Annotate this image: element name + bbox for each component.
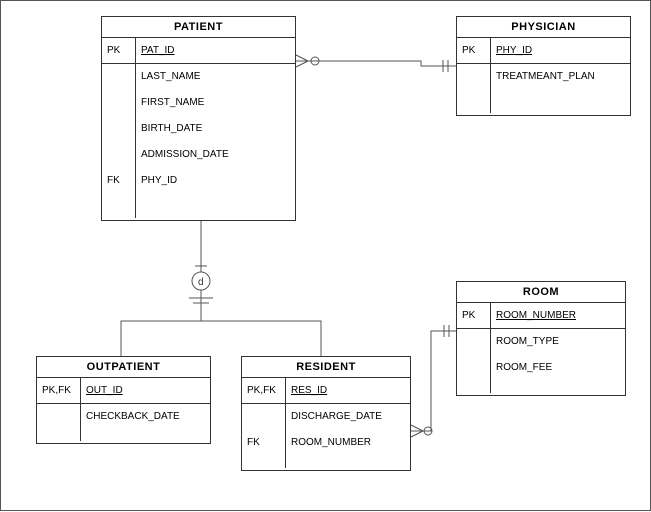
entity-body-outpatient: PK,FKOUT_IDCHECKBACK_DATE xyxy=(37,378,210,441)
key-cell xyxy=(37,404,80,430)
edge-patient-physician xyxy=(296,61,456,66)
edge-d-resident xyxy=(201,290,321,356)
key-cell: PK,FK xyxy=(37,378,80,404)
entity-body-physician: PKPHY_IDTREATMEANT_PLAN xyxy=(457,38,630,113)
key-cell xyxy=(457,64,490,90)
keys-col-resident: PK,FK FK xyxy=(242,378,286,468)
disjoint-label: d xyxy=(198,277,204,288)
attr-cell: ROOM_TYPE xyxy=(491,329,625,355)
attr-cell: PAT_ID xyxy=(136,38,295,64)
attr-cell: RES_ID xyxy=(286,378,410,404)
attrs-col-room: ROOM_NUMBERROOM_TYPEROOM_FEE xyxy=(491,303,625,393)
edge-d-outpatient xyxy=(121,290,201,356)
attr-cell: LAST_NAME xyxy=(136,64,295,90)
optional-circle-patient xyxy=(311,57,319,65)
key-cell xyxy=(102,116,135,142)
key-cell xyxy=(242,404,285,430)
entity-title-patient: PATIENT xyxy=(102,17,295,38)
attr-cell: BIRTH_DATE xyxy=(136,116,295,142)
attr-cell: FIRST_NAME xyxy=(136,90,295,116)
keys-col-patient: PK FK xyxy=(102,38,136,218)
entity-title-physician: PHYSICIAN xyxy=(457,17,630,38)
crowfoot-patient-side xyxy=(296,55,308,67)
edge-resident-room xyxy=(411,331,456,431)
diagram-canvas: d PATIENTPKFKPAT_IDLAST_NAMEFIRST_NAMEBI… xyxy=(0,0,651,511)
entity-physician: PHYSICIANPKPHY_IDTREATMEANT_PLAN xyxy=(456,16,631,116)
entity-resident: RESIDENTPK,FK FKRES_IDDISCHARGE_DATEROOM_… xyxy=(241,356,411,471)
entity-title-outpatient: OUTPATIENT xyxy=(37,357,210,378)
attr-cell: PHY_ID xyxy=(491,38,630,64)
entity-room: ROOMPKROOM_NUMBERROOM_TYPEROOM_FEE xyxy=(456,281,626,396)
key-cell xyxy=(457,329,490,355)
attr-cell: ROOM_NUMBER xyxy=(491,303,625,329)
attrs-col-physician: PHY_IDTREATMEANT_PLAN xyxy=(491,38,630,113)
key-cell: PK xyxy=(102,38,135,64)
attr-cell: TREATMEANT_PLAN xyxy=(491,64,630,90)
attrs-col-resident: RES_IDDISCHARGE_DATEROOM_NUMBER xyxy=(286,378,410,468)
entity-body-patient: PKFKPAT_IDLAST_NAMEFIRST_NAMEBIRTH_DATEA… xyxy=(102,38,295,218)
optional-circle-resident xyxy=(424,427,432,435)
key-cell xyxy=(457,355,490,381)
key-cell xyxy=(102,142,135,168)
disjoint-circle xyxy=(192,272,210,290)
attr-cell: PHY_ID xyxy=(136,168,295,194)
attr-cell: ROOM_FEE xyxy=(491,355,625,381)
attrs-col-outpatient: OUT_IDCHECKBACK_DATE xyxy=(81,378,210,441)
key-cell xyxy=(102,64,135,90)
keys-col-physician: PK xyxy=(457,38,491,113)
key-cell: PK xyxy=(457,303,490,329)
key-cell: FK xyxy=(102,168,135,194)
entity-outpatient: OUTPATIENTPK,FKOUT_IDCHECKBACK_DATE xyxy=(36,356,211,444)
entity-body-room: PKROOM_NUMBERROOM_TYPEROOM_FEE xyxy=(457,303,625,393)
key-cell xyxy=(102,90,135,116)
key-cell: PK xyxy=(457,38,490,64)
attrs-col-patient: PAT_IDLAST_NAMEFIRST_NAMEBIRTH_DATEADMIS… xyxy=(136,38,295,218)
attr-cell: ADMISSION_DATE xyxy=(136,142,295,168)
attr-cell: OUT_ID xyxy=(81,378,210,404)
key-cell: FK xyxy=(242,430,285,456)
entity-patient: PATIENTPKFKPAT_IDLAST_NAMEFIRST_NAMEBIRT… xyxy=(101,16,296,221)
entity-title-resident: RESIDENT xyxy=(242,357,410,378)
attr-cell: CHECKBACK_DATE xyxy=(81,404,210,430)
keys-col-outpatient: PK,FK xyxy=(37,378,81,441)
attr-cell: ROOM_NUMBER xyxy=(286,430,410,456)
key-cell: PK,FK xyxy=(242,378,285,404)
keys-col-room: PK xyxy=(457,303,491,393)
entity-body-resident: PK,FK FKRES_IDDISCHARGE_DATEROOM_NUMBER xyxy=(242,378,410,468)
attr-cell: DISCHARGE_DATE xyxy=(286,404,410,430)
entity-title-room: ROOM xyxy=(457,282,625,303)
crowfoot-resident-side xyxy=(411,425,423,437)
